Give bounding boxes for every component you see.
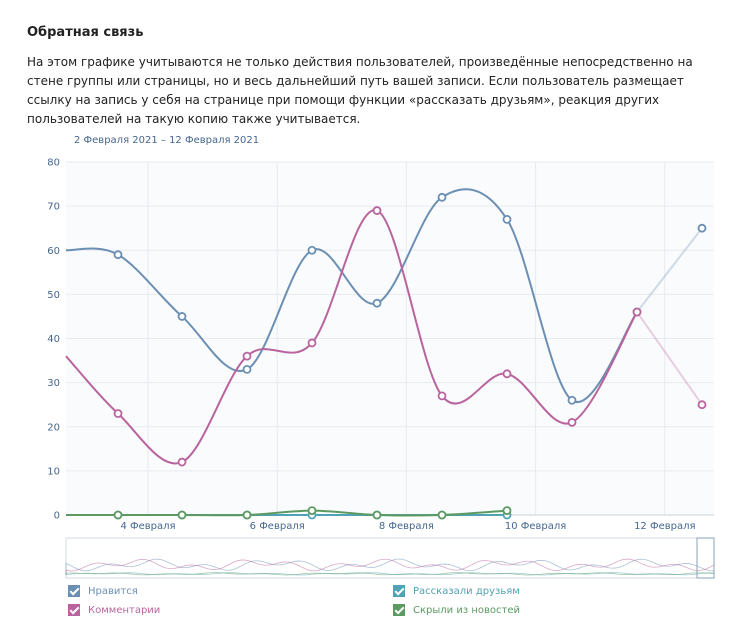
data-point <box>372 298 382 308</box>
data-point <box>307 338 317 348</box>
navigator-handle <box>696 537 715 579</box>
data-point <box>697 223 707 233</box>
legend-item-hidden[interactable]: Скрыли из новостей <box>393 604 520 616</box>
checkbox-checked-icon[interactable] <box>393 604 405 616</box>
x-tick-label: 6 Февраля <box>250 521 305 532</box>
y-tick-label: 20 <box>47 422 60 433</box>
navigator-series <box>65 572 715 576</box>
navigator-series <box>65 558 715 575</box>
checkbox-checked-icon[interactable] <box>393 585 405 597</box>
series-line-0 <box>65 188 638 404</box>
range-navigator <box>65 537 715 579</box>
data-point <box>113 510 123 520</box>
data-point <box>113 409 123 418</box>
data-point <box>307 245 317 255</box>
legend-label-hidden: Скрыли из новостей <box>413 604 520 616</box>
data-point <box>502 506 512 515</box>
data-point <box>242 510 252 520</box>
series-points <box>113 192 707 520</box>
x-axis: 4 Февраля 6 Февраля 8 Февраля 10 Февраля 12 … <box>120 521 695 532</box>
legend-label-comments: Комментарии <box>88 604 161 616</box>
data-point <box>242 364 252 374</box>
x-tick-label: 10 Февраля <box>505 521 566 532</box>
period-label[interactable]: 2 Февраля 2021 – 12 Февраля 2021 <box>74 135 260 146</box>
data-point <box>437 192 447 202</box>
data-point <box>177 312 187 321</box>
y-tick-label: 60 <box>47 246 60 257</box>
y-tick-label: 50 <box>47 290 60 301</box>
y-tick-label: 30 <box>47 378 60 389</box>
legend-item-comments[interactable]: Комментарии <box>68 604 160 616</box>
data-point <box>113 250 123 260</box>
y-tick-label: 80 <box>47 158 60 169</box>
checkbox-checked-icon[interactable] <box>68 585 80 597</box>
data-point <box>567 417 577 427</box>
data-point <box>502 369 512 379</box>
y-tick-label: 0 <box>54 511 60 522</box>
data-point <box>177 510 187 520</box>
legend-label-shares: Рассказали друзьям <box>413 585 520 597</box>
legend-item-likes[interactable]: Нравится <box>68 585 138 597</box>
y-axis: 0 10 20 30 40 50 60 70 80 <box>47 158 60 522</box>
data-point <box>372 206 382 215</box>
data-point <box>242 351 252 361</box>
navigator-frame <box>65 537 715 579</box>
series-line-faded-1 <box>636 311 703 406</box>
y-tick-label: 40 <box>47 334 60 345</box>
x-tick-label: 12 Февраля <box>634 521 695 532</box>
series-line-1 <box>65 209 638 465</box>
checkbox-checked-icon[interactable] <box>68 604 80 616</box>
x-tick-label: 4 Февраля <box>120 521 175 532</box>
x-tick-label: 8 Февраля <box>379 521 434 532</box>
legend-label-likes: Нравится <box>88 585 138 597</box>
navigator-series <box>65 558 715 574</box>
section-title: Обратная связь <box>27 25 144 40</box>
series-line-faded-0 <box>636 227 703 313</box>
section-description: На этом графике учитываются не только де… <box>27 55 693 126</box>
data-point <box>567 395 577 405</box>
chart-grid <box>66 161 714 516</box>
data-point <box>437 391 447 401</box>
data-point <box>372 510 382 520</box>
data-point <box>437 510 447 520</box>
y-tick-label: 10 <box>47 466 60 477</box>
data-point <box>697 400 707 410</box>
data-point <box>632 307 642 317</box>
data-point <box>177 457 187 467</box>
y-tick-label: 70 <box>47 202 60 213</box>
data-point <box>307 506 317 515</box>
data-point <box>502 214 512 224</box>
legend-item-shares[interactable]: Рассказали друзьям <box>393 585 520 597</box>
